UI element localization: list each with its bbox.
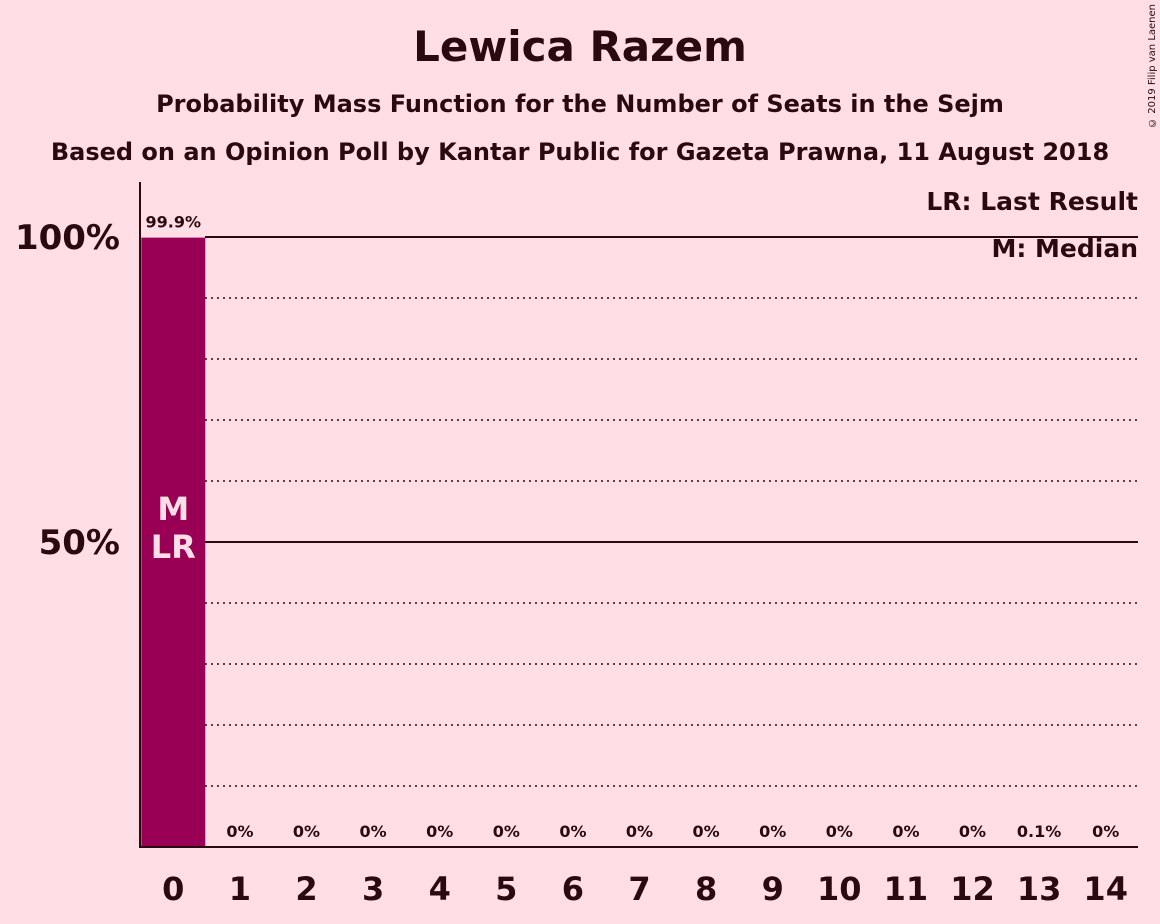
data-label: 0.1% bbox=[1017, 822, 1061, 841]
x-tick-label: 4 bbox=[429, 870, 451, 908]
x-tick-label: 2 bbox=[295, 870, 317, 908]
chart-subtitle-source: Based on an Opinion Poll by Kantar Publi… bbox=[50, 138, 1110, 166]
data-label: 0% bbox=[892, 822, 919, 841]
legend-entry: M: Median bbox=[991, 234, 1138, 263]
x-tick-label: 5 bbox=[495, 870, 517, 908]
data-label: 0% bbox=[626, 822, 653, 841]
data-label: 0% bbox=[493, 822, 520, 841]
bar-marker-label: LR bbox=[151, 528, 196, 566]
data-label: 0% bbox=[293, 822, 320, 841]
x-tick-label: 3 bbox=[362, 870, 384, 908]
x-tick-label: 0 bbox=[162, 870, 184, 908]
data-label: 0% bbox=[360, 822, 387, 841]
data-label: 0% bbox=[826, 822, 853, 841]
chart-subtitle: Probability Mass Function for the Number… bbox=[156, 90, 1004, 118]
x-tick-label: 9 bbox=[762, 870, 784, 908]
y-tick-label: 50% bbox=[39, 523, 120, 563]
data-label: 0% bbox=[559, 822, 586, 841]
chart-title: Lewica Razem bbox=[413, 22, 747, 71]
x-tick-label: 1 bbox=[229, 870, 251, 908]
x-tick-label: 13 bbox=[1017, 870, 1062, 908]
data-label: 0% bbox=[426, 822, 453, 841]
legend-entry: LR: Last Result bbox=[926, 187, 1138, 216]
x-tick-label: 12 bbox=[950, 870, 995, 908]
data-label: 0% bbox=[1092, 822, 1119, 841]
data-label: 99.9% bbox=[146, 213, 202, 232]
x-tick-label: 14 bbox=[1083, 870, 1128, 908]
x-tick-label: 6 bbox=[562, 870, 584, 908]
x-tick-label: 7 bbox=[628, 870, 650, 908]
y-tick-label: 100% bbox=[15, 218, 120, 258]
data-label: 0% bbox=[693, 822, 720, 841]
x-tick-label: 10 bbox=[817, 870, 862, 908]
data-label: 0% bbox=[226, 822, 253, 841]
data-label: 0% bbox=[959, 822, 986, 841]
x-tick-label: 8 bbox=[695, 870, 717, 908]
x-tick-label: 11 bbox=[884, 870, 929, 908]
bar bbox=[141, 237, 206, 848]
data-label: 0% bbox=[759, 822, 786, 841]
bar-marker-label: M bbox=[157, 490, 189, 528]
